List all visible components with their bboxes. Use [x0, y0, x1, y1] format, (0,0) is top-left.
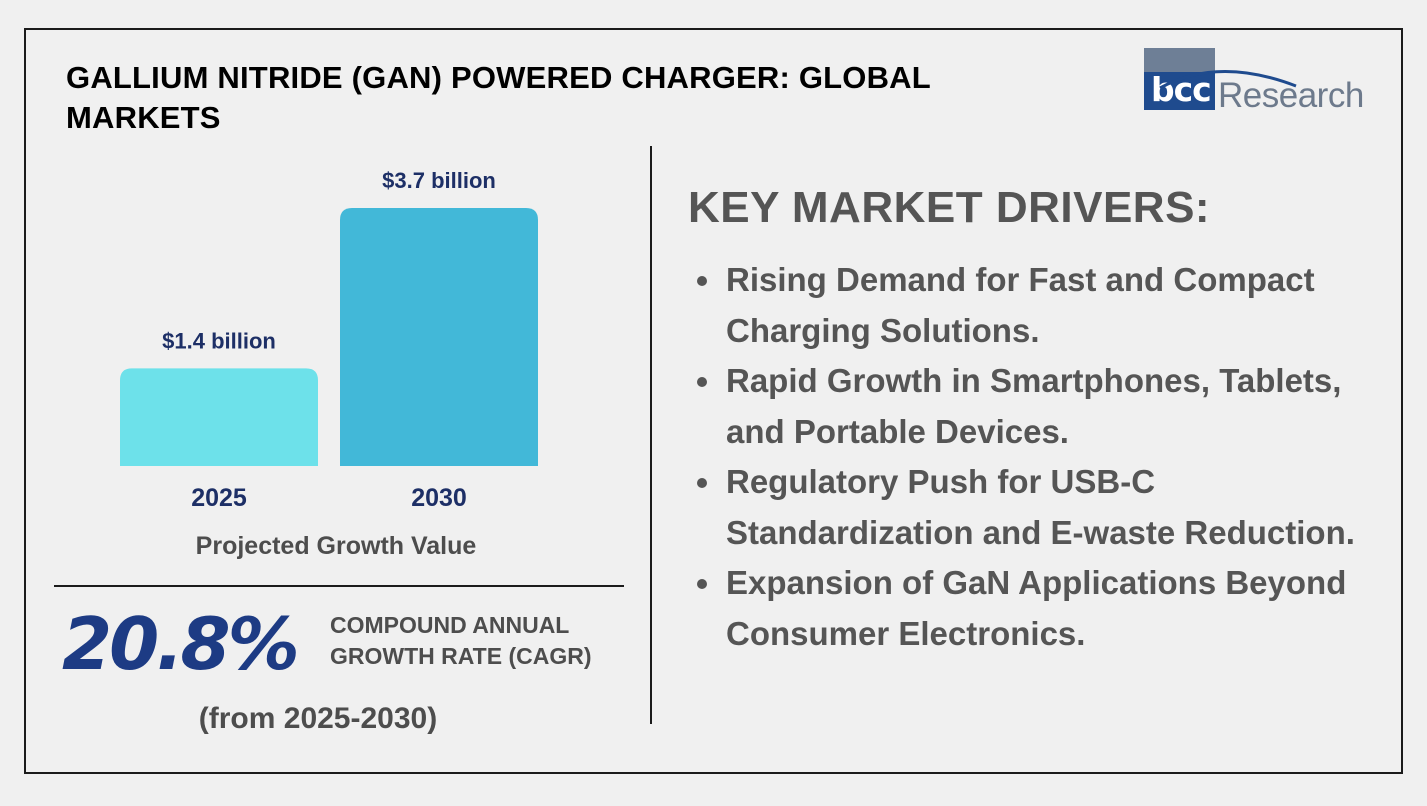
- x-tick-2030: 2030: [411, 484, 467, 512]
- column-divider: [650, 146, 652, 724]
- bar-2030: [340, 208, 538, 466]
- cagr-period: (from 2025-2030): [198, 702, 438, 735]
- driver-text: Expansion of GaN Applications Beyond Con…: [726, 564, 1347, 652]
- cagr-label-line2: GROWTH RATE (CAGR): [330, 643, 592, 669]
- bullet-icon: [697, 579, 707, 589]
- driver-item: Rapid Growth in Smartphones, Tablets, an…: [692, 356, 1382, 457]
- driver-item: Regulatory Push for USB-C Standardizatio…: [692, 457, 1382, 558]
- cagr-label-line1: COMPOUND ANNUAL: [330, 612, 570, 638]
- data-label-2030: $3.7 billion: [382, 168, 496, 193]
- drivers-heading: KEY MARKET DRIVERS:: [688, 183, 1211, 232]
- driver-text: Regulatory Push for USB-C Standardizatio…: [726, 463, 1355, 551]
- drivers-list: Rising Demand for Fast and Compact Charg…: [692, 255, 1382, 659]
- growth-bar-chart: $1.4 billion 2025 $3.7 billion 2030: [120, 168, 538, 512]
- page-title: GALLIUM NITRIDE (GAN) POWERED CHARGER: G…: [66, 60, 931, 135]
- driver-text: Rapid Growth in Smartphones, Tablets, an…: [726, 362, 1342, 450]
- driver-text: Rising Demand for Fast and Compact Charg…: [726, 261, 1315, 349]
- bcc-research-logo: bcc Research: [1144, 48, 1364, 118]
- driver-item: Expansion of GaN Applications Beyond Con…: [692, 558, 1382, 659]
- cagr-label: COMPOUND ANNUAL GROWTH RATE (CAGR): [330, 610, 591, 672]
- x-tick-2025: 2025: [191, 484, 247, 512]
- driver-item: Rising Demand for Fast and Compact Charg…: [692, 255, 1382, 356]
- bullet-icon: [697, 478, 707, 488]
- logo-swoosh-icon: [1159, 70, 1297, 90]
- section-divider: [54, 585, 624, 587]
- logo-research-text: Research: [1218, 76, 1364, 115]
- cagr-value: 20.8%: [62, 602, 300, 686]
- data-label-2025: $1.4 billion: [162, 328, 276, 353]
- chart-xlabel: Projected Growth Value: [195, 532, 477, 560]
- bar-2025: [120, 368, 318, 466]
- bullet-icon: [697, 377, 707, 387]
- logo-mark: bcc: [1144, 48, 1215, 110]
- bullet-icon: [697, 276, 707, 286]
